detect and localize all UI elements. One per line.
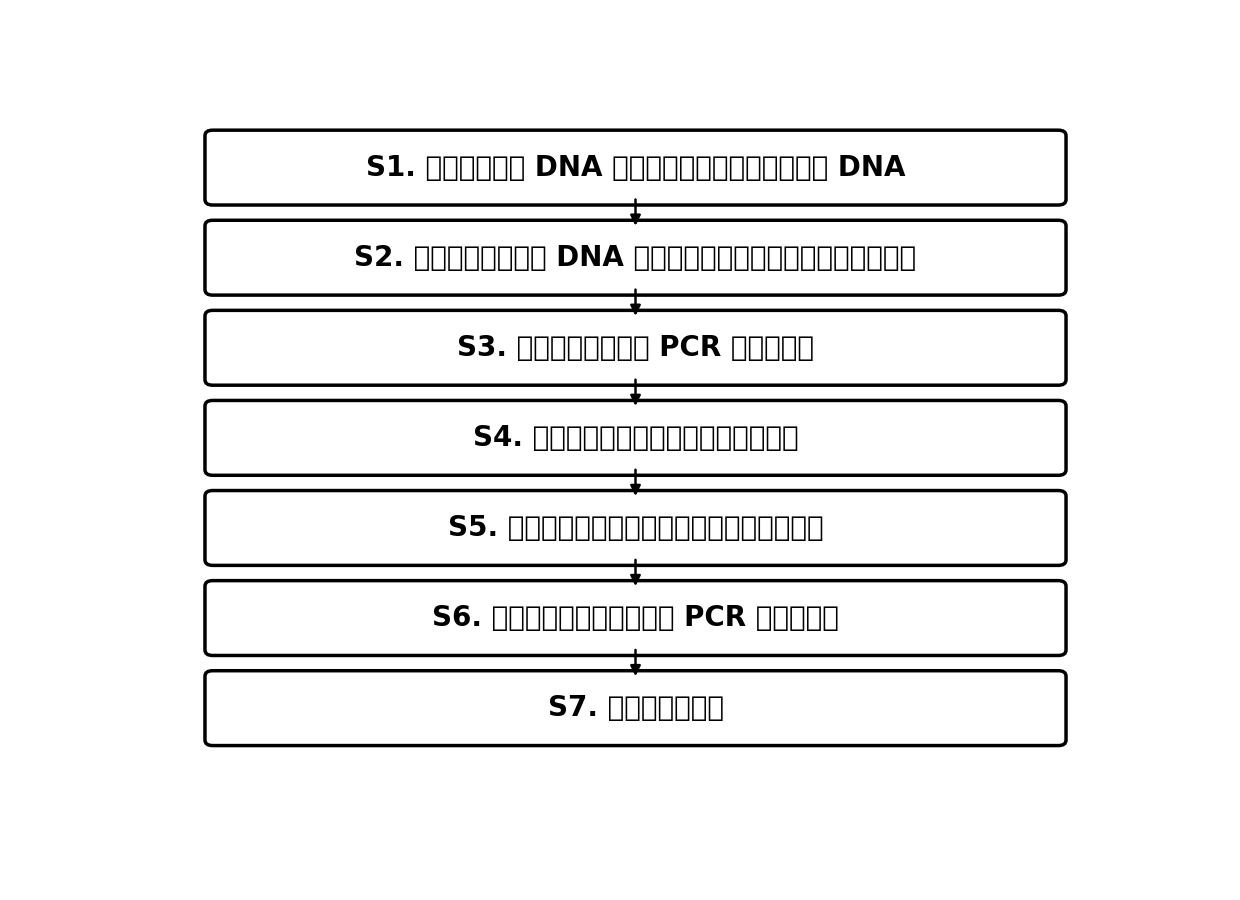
FancyBboxPatch shape bbox=[205, 491, 1066, 565]
FancyBboxPatch shape bbox=[205, 670, 1066, 745]
FancyBboxPatch shape bbox=[205, 130, 1066, 205]
FancyBboxPatch shape bbox=[205, 400, 1066, 475]
FancyBboxPatch shape bbox=[205, 580, 1066, 655]
Text: S5. 去除未结合序列，然后将捕获序列洗脱下来: S5. 去除未结合序列，然后将捕获序列洗脱下来 bbox=[448, 514, 823, 542]
Text: S4. 将扩增后的样本文库与探针进行杂交: S4. 将扩增后的样本文库与探针进行杂交 bbox=[472, 424, 799, 452]
Text: S6. 对捕获后的样本再次进行 PCR 扩增并纯化: S6. 对捕获后的样本再次进行 PCR 扩增并纯化 bbox=[432, 604, 839, 632]
FancyBboxPatch shape bbox=[205, 220, 1066, 295]
Text: S7. 高通量测序分析: S7. 高通量测序分析 bbox=[548, 694, 723, 722]
Text: S3. 捕获前对文库进行 PCR 扩增并纯化: S3. 捕获前对文库进行 PCR 扩增并纯化 bbox=[458, 334, 813, 362]
FancyBboxPatch shape bbox=[205, 310, 1066, 385]
Text: S1. 使用循环游离 DNA 提取试剂盒提取血浆循环游离 DNA: S1. 使用循环游离 DNA 提取试剂盒提取血浆循环游离 DNA bbox=[366, 154, 905, 182]
Text: S2. 将提取的循环游离 DNA 片段末端修复和加接头，构建测序文库: S2. 将提取的循环游离 DNA 片段末端修复和加接头，构建测序文库 bbox=[355, 244, 916, 272]
